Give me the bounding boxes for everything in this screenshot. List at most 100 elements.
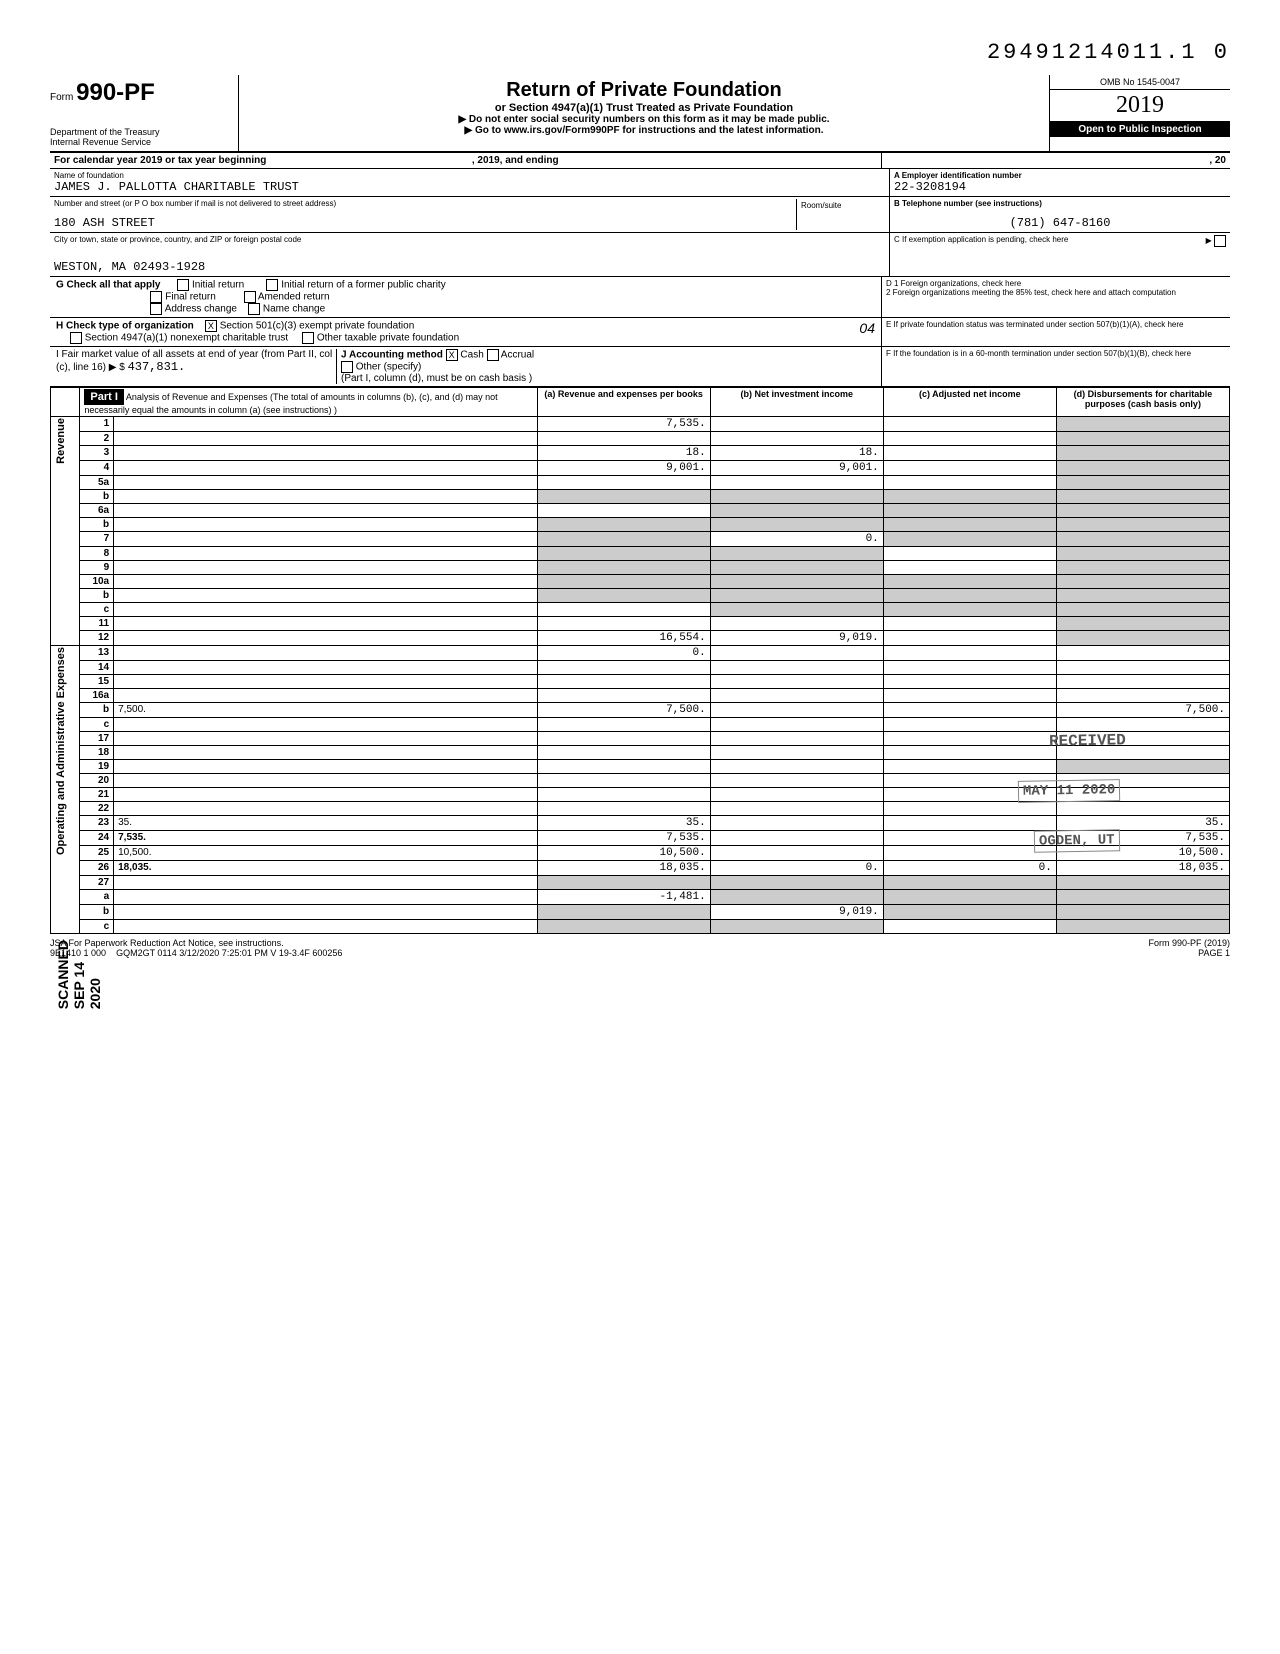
table-row: 8	[51, 547, 1230, 561]
cal-mid: , 2019, and ending	[472, 155, 559, 166]
table-row: b	[51, 589, 1230, 603]
cell-col-b	[710, 746, 883, 760]
cell-col-a	[537, 920, 710, 934]
cal-end: , 20	[1209, 155, 1226, 166]
part1-title: Part I	[84, 389, 124, 405]
table-row: 49,001.9,001.	[51, 461, 1230, 476]
cell-col-b	[710, 816, 883, 831]
row-description	[114, 589, 537, 603]
row-number: 27	[80, 876, 114, 890]
cell-col-b	[710, 788, 883, 802]
cell-col-c	[883, 603, 1056, 617]
cell-col-b	[710, 675, 883, 689]
row-number: 24	[80, 831, 114, 846]
row-description	[114, 774, 537, 788]
row-description	[114, 876, 537, 890]
table-row: b9,019.	[51, 905, 1230, 920]
cell-col-b: 9,019.	[710, 631, 883, 646]
cell-col-a	[537, 905, 710, 920]
g-opt-former: Initial return of a former public charit…	[281, 280, 446, 291]
cell-col-b	[710, 760, 883, 774]
received-stamp: RECEIVED	[1045, 729, 1130, 752]
table-row: b7,500.7,500.7,500.	[51, 703, 1230, 718]
name-label: Name of foundation	[54, 171, 885, 180]
table-row: 2335.35.35.	[51, 816, 1230, 831]
omb-number: OMB No 1545-0047	[1050, 75, 1230, 90]
footer-r1: Form 990-PF (2019)	[1148, 938, 1230, 948]
i-label: I Fair market value of all assets at end…	[56, 349, 332, 373]
city-stamp: OGDEN, UT	[1034, 829, 1120, 852]
cell-col-d	[1056, 675, 1229, 689]
cell-col-c	[883, 646, 1056, 661]
cell-col-d	[1056, 446, 1229, 461]
row-description: 7,500.	[114, 703, 537, 718]
row-number: 4	[80, 461, 114, 476]
cell-col-b	[710, 575, 883, 589]
cell-col-b	[710, 603, 883, 617]
cell-col-b	[710, 490, 883, 504]
cell-col-a	[537, 788, 710, 802]
j-cash: Cash	[460, 350, 483, 361]
instruction-2: ▶ Go to www.irs.gov/Form990PF for instru…	[247, 125, 1041, 136]
g-opt-name: Name change	[263, 304, 325, 315]
city-label: City or town, state or province, country…	[54, 235, 885, 244]
row-number: 16a	[80, 689, 114, 703]
table-row: 5a	[51, 476, 1230, 490]
cell-col-d	[1056, 920, 1229, 934]
row-number: c	[80, 603, 114, 617]
cell-col-c: 0.	[883, 861, 1056, 876]
cell-col-b	[710, 732, 883, 746]
cell-col-a	[537, 589, 710, 603]
row-number: b	[80, 905, 114, 920]
row-description	[114, 788, 537, 802]
table-row: 318.18.	[51, 446, 1230, 461]
table-row: b	[51, 490, 1230, 504]
table-row: 16a	[51, 689, 1230, 703]
cell-col-b	[710, 518, 883, 532]
form-prefix: Form	[50, 92, 73, 103]
cell-col-b: 18.	[710, 446, 883, 461]
g-opt-initial: Initial return	[192, 280, 244, 291]
row-description	[114, 905, 537, 920]
row-description	[114, 518, 537, 532]
cell-col-c	[883, 920, 1056, 934]
col-a-header: (a) Revenue and expenses per books	[537, 388, 710, 417]
cell-col-c	[883, 718, 1056, 732]
cell-col-c	[883, 905, 1056, 920]
cell-col-a	[537, 561, 710, 575]
cell-col-a	[537, 661, 710, 675]
cell-col-b	[710, 876, 883, 890]
row-description	[114, 617, 537, 631]
cal-text: For calendar year 2019 or tax year begin…	[54, 155, 266, 166]
revenue-section-label: Revenue	[51, 417, 80, 646]
dept-irs: Internal Revenue Service	[50, 137, 230, 147]
table-row: 6a	[51, 504, 1230, 518]
row-description	[114, 476, 537, 490]
table-row: 22	[51, 802, 1230, 816]
cell-col-d	[1056, 631, 1229, 646]
expenses-section-label: Operating and Administrative Expenses	[51, 646, 80, 934]
row-description	[114, 575, 537, 589]
row-number: b	[80, 589, 114, 603]
phone-value: (781) 647-8160	[894, 216, 1226, 230]
col-b-header: (b) Net investment income	[710, 388, 883, 417]
section-i-row: I Fair market value of all assets at end…	[50, 347, 1230, 387]
cell-col-d	[1056, 589, 1229, 603]
cell-col-a: 7,535.	[537, 831, 710, 846]
row-description	[114, 689, 537, 703]
row-description	[114, 732, 537, 746]
cell-col-d	[1056, 518, 1229, 532]
cell-col-b: 0.	[710, 532, 883, 547]
row-number: 11	[80, 617, 114, 631]
row-description	[114, 718, 537, 732]
row-number: 5a	[80, 476, 114, 490]
row-description	[114, 561, 537, 575]
table-row: 15	[51, 675, 1230, 689]
row-description	[114, 432, 537, 446]
cell-col-d	[1056, 760, 1229, 774]
cell-col-b	[710, 689, 883, 703]
footer-r2: PAGE 1	[1198, 948, 1230, 958]
cell-col-d	[1056, 561, 1229, 575]
cell-col-c	[883, 802, 1056, 816]
cell-col-d: 7,500.	[1056, 703, 1229, 718]
